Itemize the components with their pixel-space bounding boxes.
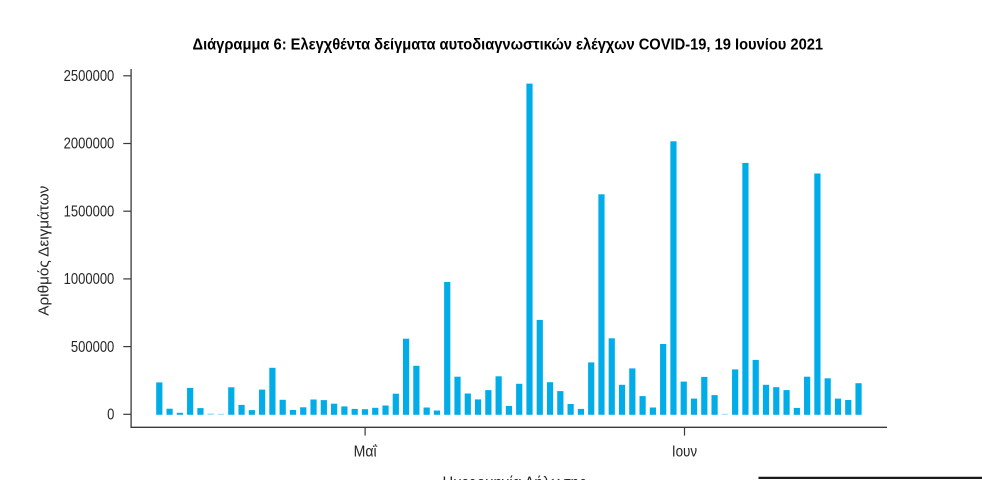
- svg-text:2500000: 2500000: [64, 68, 115, 85]
- svg-text:1500000: 1500000: [64, 203, 115, 220]
- svg-text:1000000: 1000000: [64, 271, 115, 288]
- svg-text:0: 0: [107, 407, 114, 424]
- svg-text:Αριθμός Δειγμάτων: Αριθμός Δειγμάτων: [36, 186, 53, 316]
- svg-text:2000000: 2000000: [64, 136, 115, 153]
- svg-text:Ιουν: Ιουν: [672, 443, 697, 460]
- svg-text:500000: 500000: [71, 339, 114, 356]
- svg-text:Ημερομηνία Δήλωσης: Ημερομηνία Δήλωσης: [443, 474, 587, 480]
- svg-text:Διάγραμμα 6: Ελεγχθέντα δείγμα: Διάγραμμα 6: Ελεγχθέντα δείγματα αυτοδια…: [193, 36, 824, 53]
- svg-text:Μαΐ: Μαΐ: [354, 444, 378, 461]
